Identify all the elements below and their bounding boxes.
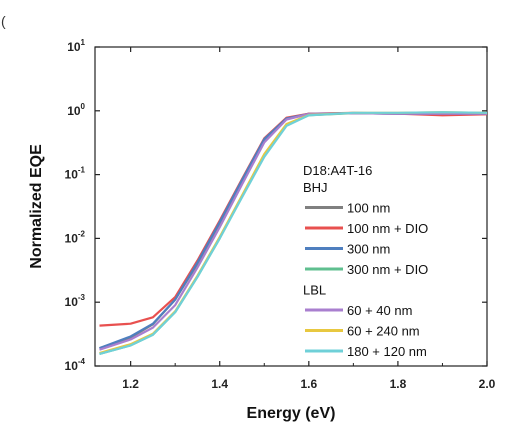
legend-entry-label: 180 + 120 nm: [347, 344, 427, 359]
legend-title: D18:A4T-16: [303, 163, 372, 178]
legend-entry-label: 100 nm + DIO: [347, 221, 428, 236]
series-line: [99, 111, 488, 327]
legend-entry-label: 60 + 240 nm: [347, 324, 420, 339]
x-tick-label: 1.4: [211, 377, 228, 391]
y-tick-label: 10-2: [65, 229, 86, 245]
series-line: [99, 111, 488, 355]
panel-label: (: [1, 13, 6, 29]
y-tick-label: 10-1: [65, 166, 86, 182]
legend-group-label: LBL: [303, 283, 326, 298]
y-tick-label: 100: [67, 102, 85, 118]
legend-entry-label: 100 nm: [347, 201, 390, 216]
y-tick-label: 10-3: [65, 293, 86, 309]
plot-area-frame: [94, 46, 488, 367]
legend-entry-label: 60 + 40 nm: [347, 303, 412, 318]
series-line: [99, 111, 488, 355]
x-tick-label: 1.8: [390, 377, 407, 391]
y-axis-title: Normalized EQE: [28, 144, 45, 269]
x-tick-label: 1.2: [122, 377, 139, 391]
x-tick-label: 2.0: [479, 377, 496, 391]
x-axis-title: Energy (eV): [247, 405, 336, 422]
x-tick-label: 1.6: [300, 377, 317, 391]
legend-entry-label: 300 nm + DIO: [347, 262, 428, 277]
y-tick-label: 101: [67, 38, 85, 54]
legend-entry-label: 300 nm: [347, 242, 390, 257]
legend-group-label: BHJ: [303, 180, 328, 195]
y-tick-label: 10-4: [65, 357, 86, 373]
